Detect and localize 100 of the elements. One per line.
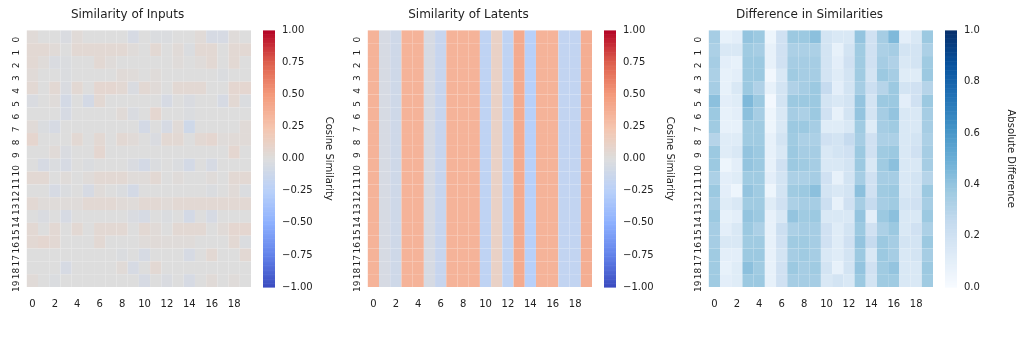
y-tick-label: 14 xyxy=(693,216,704,228)
y-tick-label: 4 xyxy=(693,87,704,94)
color-bar-title: Cosine Similarity xyxy=(665,116,677,201)
x-tick-label: 14 xyxy=(864,297,878,309)
x-tick-label: 12 xyxy=(501,297,515,309)
y-tick-label: 2 xyxy=(352,62,363,69)
color-bar-title: Cosine Similarity xyxy=(324,116,336,201)
color-bar-label: 0.00 xyxy=(623,152,646,164)
color-bar-label: 0.0 xyxy=(964,280,980,292)
y-tick-label: 11 xyxy=(693,177,704,190)
x-tick-label: 16 xyxy=(887,297,901,309)
x-tick-label: 18 xyxy=(909,297,923,309)
y-tick-label: 4 xyxy=(11,87,22,94)
x-tick-label: 0 xyxy=(711,297,718,309)
y-tick-label: 14 xyxy=(352,216,363,228)
y-tick-label: 10 xyxy=(11,164,22,177)
y-tick-label: 2 xyxy=(11,62,22,69)
y-tick-label: 5 xyxy=(11,100,22,107)
x-tick-label: 18 xyxy=(227,297,241,309)
y-tick-label: 17 xyxy=(693,254,704,267)
color-bar-label: −0.75 xyxy=(623,248,654,260)
y-tick-label: 19 xyxy=(11,280,22,293)
y-tick-label: 15 xyxy=(352,229,363,241)
color-bar-label: −1.00 xyxy=(282,280,313,292)
y-tick-label: 13 xyxy=(352,203,363,216)
x-tick-label: 8 xyxy=(800,297,808,309)
y-tick-label: 13 xyxy=(693,203,704,216)
y-tick-label: 0 xyxy=(352,36,363,43)
y-tick-label: 5 xyxy=(693,100,704,107)
y-tick-label: 1 xyxy=(352,49,363,56)
x-tick-label: 16 xyxy=(546,297,560,309)
y-tick-label: 12 xyxy=(11,190,22,203)
y-tick-label: 11 xyxy=(11,177,22,190)
x-tick-label: 12 xyxy=(842,297,856,309)
color-bar-label: 0.4 xyxy=(964,177,980,189)
y-tick-label: 17 xyxy=(11,254,22,267)
color-bar-label: 0.50 xyxy=(623,88,646,100)
x-tick-label: 10 xyxy=(479,297,492,309)
x-tick-label: 10 xyxy=(138,297,151,309)
x-tick-label: 2 xyxy=(733,297,741,309)
color-bar-label: −0.50 xyxy=(282,216,313,228)
x-tick-label: 10 xyxy=(820,297,833,309)
y-tick-label: 6 xyxy=(693,113,704,120)
color-bar-label: −0.50 xyxy=(623,216,654,228)
color-bar-label: −0.25 xyxy=(282,184,313,196)
color-bar-label: −0.25 xyxy=(623,184,654,196)
y-tick-label: 1 xyxy=(11,49,22,56)
y-tick-label: 6 xyxy=(11,113,22,120)
y-tick-label: 16 xyxy=(11,241,22,254)
color-bar-label: −1.00 xyxy=(623,280,654,292)
y-tick-label: 6 xyxy=(352,113,363,120)
y-tick-label: 7 xyxy=(693,126,704,133)
color-bar-title: Absolute Difference xyxy=(1006,109,1018,208)
y-tick-label: 12 xyxy=(352,190,363,203)
chart-title: Similarity of Inputs xyxy=(70,7,185,22)
y-tick-label: 8 xyxy=(693,139,704,146)
y-tick-label: 3 xyxy=(693,75,704,82)
y-tick-label: 9 xyxy=(352,152,363,159)
color-bar-label: −0.75 xyxy=(282,248,313,260)
color-bar-label: 0.75 xyxy=(623,56,646,68)
color-bar-label: 1.0 xyxy=(964,23,980,35)
y-tick-label: 0 xyxy=(693,36,704,43)
x-tick-label: 6 xyxy=(96,297,103,309)
chart-title: Similarity of Latents xyxy=(408,7,529,22)
x-tick-label: 4 xyxy=(74,297,81,309)
x-tick-label: 0 xyxy=(370,297,377,309)
y-tick-label: 8 xyxy=(11,139,22,146)
color-bar-label: 0.2 xyxy=(964,229,980,241)
x-tick-label: 4 xyxy=(756,297,763,309)
y-tick-label: 8 xyxy=(352,139,363,146)
color-bar-label: 0.25 xyxy=(282,120,305,132)
y-tick-label: 10 xyxy=(693,164,704,177)
y-tick-label: 5 xyxy=(352,100,363,107)
color-bar-label: 1.00 xyxy=(623,23,646,35)
y-tick-label: 11 xyxy=(352,177,363,190)
x-tick-label: 14 xyxy=(182,297,196,309)
x-tick-label: 2 xyxy=(392,297,400,309)
x-tick-label: 12 xyxy=(160,297,174,309)
x-tick-label: 16 xyxy=(205,297,219,309)
color-bar-label: 0.6 xyxy=(964,126,980,138)
y-tick-label: 7 xyxy=(11,126,22,133)
color-bar-label: 1.00 xyxy=(282,23,305,35)
y-tick-label: 7 xyxy=(352,126,363,133)
x-tick-label: 2 xyxy=(51,297,59,309)
y-tick-label: 18 xyxy=(693,267,704,280)
chart-title: Difference in Similarities xyxy=(735,7,884,22)
y-tick-label: 3 xyxy=(11,75,22,82)
y-tick-label: 19 xyxy=(352,280,363,293)
y-tick-label: 15 xyxy=(11,229,22,241)
x-tick-label: 6 xyxy=(778,297,785,309)
y-tick-label: 19 xyxy=(693,280,704,293)
x-tick-label: 6 xyxy=(437,297,444,309)
y-tick-label: 9 xyxy=(693,152,704,159)
y-tick-label: 13 xyxy=(11,203,22,216)
y-tick-label: 15 xyxy=(693,229,704,241)
color-bar-label: 0.25 xyxy=(623,120,646,132)
y-tick-label: 2 xyxy=(693,62,704,69)
color-bar-label: 0.75 xyxy=(282,56,305,68)
y-tick-label: 0 xyxy=(11,36,22,43)
y-tick-label: 16 xyxy=(693,241,704,254)
